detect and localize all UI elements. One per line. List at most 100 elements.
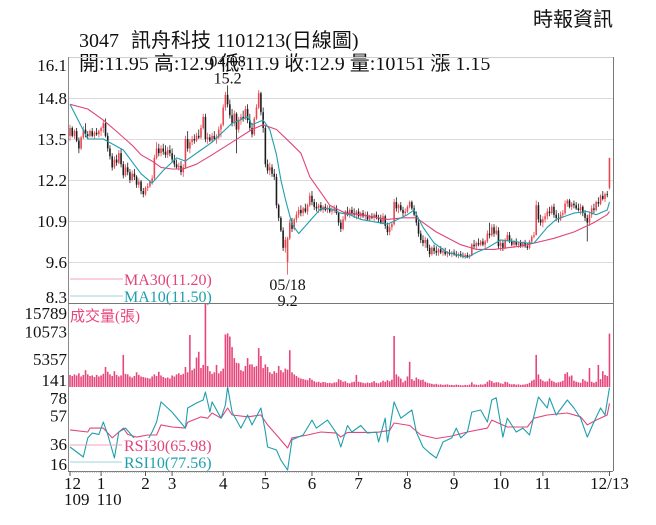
candle-body [579, 206, 582, 210]
high-date-annotation: 04/08 [209, 53, 245, 70]
candle-body [393, 202, 395, 225]
candle-body [246, 109, 249, 121]
volume-bar [582, 379, 584, 387]
volume-bar [135, 372, 138, 387]
volume-bar [206, 365, 209, 387]
candle-body [269, 167, 271, 171]
volume-bar [604, 374, 606, 387]
candle-body [266, 164, 269, 171]
candlestick [322, 205, 324, 214]
candle-body [311, 195, 313, 203]
candlestick [224, 91, 227, 111]
candle-body [204, 116, 207, 139]
candlestick [93, 131, 96, 139]
volume-bar [395, 374, 398, 387]
candlestick [424, 236, 426, 248]
candle-body [200, 127, 202, 138]
candle-body [413, 208, 415, 215]
volume-bar [331, 383, 333, 387]
volume-bar [306, 380, 309, 387]
candlestick [140, 180, 142, 195]
volume-bar [362, 382, 364, 387]
candle-body [404, 211, 407, 214]
stat-value: 11.95 [104, 53, 149, 75]
candlestick [237, 116, 240, 133]
volume-bar [189, 334, 191, 387]
candle-body [464, 255, 466, 257]
rsi10-line [69, 386, 611, 471]
candle-body [582, 206, 584, 214]
candlestick [297, 206, 300, 218]
candle-body [240, 116, 242, 121]
volume-bar [528, 382, 531, 387]
volume-bar [133, 375, 136, 387]
candlestick [113, 156, 116, 169]
candle-body [175, 164, 178, 168]
candlestick [257, 90, 260, 110]
candlestick [419, 230, 422, 244]
volume-bar [322, 382, 324, 387]
volume-bar [448, 384, 451, 387]
volume-bar [493, 382, 495, 387]
volume-bar [608, 333, 611, 387]
volume-bar [586, 381, 589, 387]
candle-body [510, 241, 513, 245]
volume-bar [244, 365, 247, 387]
candlestick [191, 135, 193, 146]
volume-bar [519, 384, 522, 387]
volume-bar [340, 380, 342, 387]
candle-body [237, 120, 240, 130]
candlestick [437, 247, 440, 256]
candle-body [564, 203, 566, 214]
volume-bar [324, 382, 327, 387]
volume-bar [211, 373, 213, 387]
candlestick [444, 247, 446, 256]
volume-bar [510, 384, 513, 387]
candle-body [106, 135, 109, 149]
volume-bar [131, 377, 133, 387]
candle-body [546, 211, 549, 217]
month-label: 1 [97, 474, 106, 493]
stat-label: 收 [284, 53, 305, 75]
volume-bar [184, 367, 187, 387]
candle-body [424, 239, 426, 244]
candle-body [231, 115, 233, 124]
volume-bar [424, 381, 426, 387]
volume-bar [459, 385, 462, 387]
candle-body [131, 173, 133, 180]
candle-body [562, 213, 564, 215]
candlestick [471, 243, 473, 257]
stat-close: 收:12.9 [284, 53, 345, 75]
volume-bar [69, 374, 71, 387]
volume-bar [593, 382, 595, 387]
volume-bar [577, 382, 580, 387]
volume-bar [573, 380, 575, 387]
candlestick [193, 134, 196, 144]
volume-bar [242, 371, 244, 387]
stat-volume: 量:10151 [350, 53, 426, 75]
candle-body [253, 118, 256, 135]
candlestick [222, 104, 224, 127]
candle-body [444, 250, 446, 255]
candle-body [606, 194, 609, 196]
volume-bar [115, 374, 118, 387]
candlestick [129, 168, 131, 184]
volume-bar [397, 376, 400, 387]
candle-body [517, 243, 520, 245]
volume-bar [557, 382, 560, 387]
volume-bar [271, 373, 273, 387]
volume-bar [435, 383, 438, 387]
candlestick [535, 200, 537, 236]
candle-body [169, 150, 171, 154]
volume-bar [373, 381, 375, 387]
candlestick [206, 132, 209, 144]
moving-average-lines [69, 103, 611, 258]
volume-panel-label: 成交量(張) [70, 307, 140, 325]
candle-body [182, 167, 185, 173]
rsi-axis-label: 57 [50, 407, 68, 426]
candlestick [242, 110, 244, 122]
candlestick [326, 205, 329, 214]
candle-body [71, 127, 74, 136]
volume-bar [471, 382, 473, 387]
